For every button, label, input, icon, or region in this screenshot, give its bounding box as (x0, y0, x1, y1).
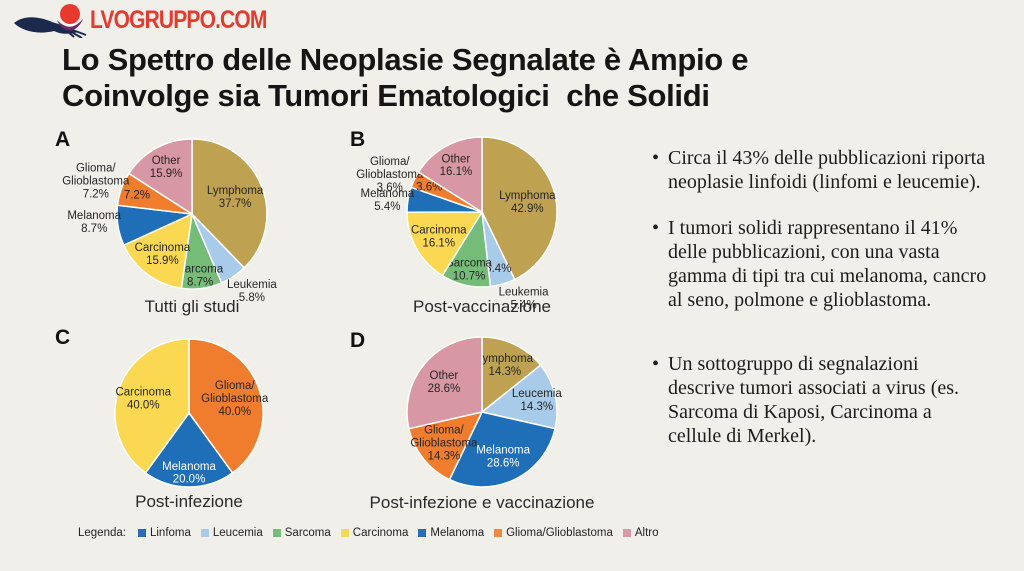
pie-outside-label: Leukemia 5.8% (227, 279, 277, 304)
pie-slice-lymphoma (191, 138, 268, 269)
legend-swatch-icon (622, 529, 631, 537)
pie-slice-lymphoma (481, 136, 558, 281)
pie-slice-label: Sarcoma 10.7% (446, 258, 493, 283)
pie-slice-label: Carcinoma 16.1% (411, 225, 467, 250)
bullet-icon: • (652, 353, 660, 375)
pie-title-A: Tutti gli studi (144, 297, 240, 316)
logo-cup-shape (57, 19, 83, 31)
pie-outside-label: Glioma/Glioblastoma 3.6% (356, 156, 424, 194)
pie-slice-label: Leucemia 14.3% (512, 388, 562, 413)
key-points: • Circa il 43% delle pubblicazioni riport… (652, 146, 988, 470)
legend-item-altro: Altro (622, 527, 659, 539)
logo: LVOGRUPPO.COM (12, 2, 300, 38)
legend-item-label: Sarcoma (284, 527, 331, 539)
key-point-1: • Circa il 43% delle pubblicazioni riport… (652, 146, 988, 194)
legend-label: Legenda: (78, 527, 126, 539)
pie-slice-label: Carcinoma 40.0% (115, 387, 171, 412)
pie-slice-melanoma (144, 412, 234, 488)
bullet-icon: • (652, 147, 660, 169)
legend-item-label: Altro (634, 527, 659, 539)
logo-wing-shape (14, 17, 78, 34)
pie-panel-letter-D: D (350, 329, 366, 352)
pie-slice-label: Other 15.9% (150, 155, 183, 180)
legend-swatch-icon (340, 529, 349, 537)
pie-slice-label: Lymphoma 42.9% (499, 190, 556, 215)
legend-item-melanoma: Melanoma (418, 527, 484, 539)
pie-title-B: Post-vaccinazione (413, 297, 551, 316)
pie-slice-other (406, 336, 483, 430)
page-title-line1: Lo Spettro delle Neoplasie Segnalate è A… (62, 42, 749, 77)
pie-slice-label: Sarcoma 8.7% (177, 264, 224, 289)
pie-slice-label: Lymphoma 37.7% (207, 185, 264, 210)
pie-slice-lymphoma (481, 336, 542, 413)
legend-item-label: Linfoma (149, 527, 191, 539)
pie-slice-pct-label: 3.6% (416, 182, 442, 194)
pie-slice-carcinoma (114, 338, 190, 474)
legend-item-label: Leucemia (212, 527, 263, 539)
pie-title-C: Post-infezione (135, 492, 243, 511)
pie-slice-label: Carcinoma 15.9% (135, 242, 191, 267)
pie-slice-other (128, 138, 193, 215)
page-title: Lo Spettro delle Neoplasie Segnalate è A… (62, 42, 748, 114)
key-point-text: Un sottogruppo di segnalazioni descrive … (668, 353, 960, 447)
pie-slice-label: Glioma/Glioblastoma 40.0% (201, 380, 269, 418)
legend-swatch-icon (137, 529, 146, 537)
pie-slice-label: Lymphoma 14.3% (477, 353, 534, 378)
logo-ball (60, 4, 80, 24)
logo-bird-icon (14, 4, 87, 38)
pie-outside-label: Leukemia 5.4% (499, 287, 549, 312)
pie-slice-melanoma (448, 411, 556, 488)
legend-swatch-icon (494, 529, 503, 537)
pie-slice-leucemia (481, 364, 558, 430)
pie-slice-pct-label: 7.2% (124, 189, 150, 201)
logo-text: LVOGRUPPO.COM (90, 5, 267, 34)
pie-slice-other (417, 136, 483, 213)
key-point-3: • Un sottogruppo di segnalazioni descrive… (652, 352, 988, 448)
pie-slice-carcinoma (406, 211, 483, 277)
legend-item-glioma-glioblastoma: Glioma/Glioblastoma (494, 527, 613, 539)
pie-slice-glioma-glioblastoma (408, 411, 483, 481)
legend-item-label: Carcinoma (352, 527, 409, 539)
page-title-line2: Coinvolge sia Tumori Ematologici che Sol… (62, 78, 710, 113)
pie-slice-carcinoma (123, 213, 193, 290)
pie-outside-label: Glioma/Glioblastoma 7.2% (62, 163, 130, 201)
pie-outside-label: Melanoma 8.7% (67, 210, 121, 235)
pie-slice-label: Melanoma 20.0% (162, 461, 216, 486)
pie-panel-letter-C: C (55, 326, 71, 349)
legend-item-sarcoma: Sarcoma (272, 527, 331, 539)
legend: Legenda: Linfoma Leucemia Sarcoma Carcinoma… (78, 527, 659, 539)
legend-swatch-icon (200, 529, 209, 537)
legend-item-label: Glioma/Glioblastoma (506, 527, 613, 539)
pie-panel-letter-A: A (55, 128, 71, 151)
pie-slice-label: Other 28.6% (428, 370, 461, 395)
bullet-icon: • (652, 217, 660, 239)
pie-slice-glioma-glioblastoma (188, 338, 264, 474)
legend-item-linfoma: Linfoma (137, 527, 191, 539)
pie-panel-letter-B: B (350, 128, 366, 151)
pie-slice-pct-label: 5.4% (485, 263, 511, 275)
legend-item-label: Melanoma (430, 527, 485, 539)
pie-slice-label: Other 16.1% (440, 153, 473, 178)
pie-slice-label: Melanoma 28.6% (476, 444, 530, 469)
key-point-text: Circa il 43% delle pubblicazioni riporta… (668, 147, 986, 193)
legend-item-carcinoma: Carcinoma (340, 527, 409, 539)
legend-swatch-icon (418, 529, 427, 537)
pie-title-D: Post-infezione e vaccinazione (369, 493, 595, 512)
pie-slice-label: Glioma/Glioblastoma 14.3% (410, 424, 478, 462)
key-point-text: I tumori solidi rappresentano il 41% del… (668, 217, 987, 311)
legend-swatch-icon (272, 529, 281, 537)
key-point-2: • I tumori solidi rappresentano il 41% de… (652, 216, 988, 312)
pie-outside-label: Melanoma 5.4% (361, 188, 415, 213)
legend-item-leucemia: Leucemia (200, 527, 263, 539)
